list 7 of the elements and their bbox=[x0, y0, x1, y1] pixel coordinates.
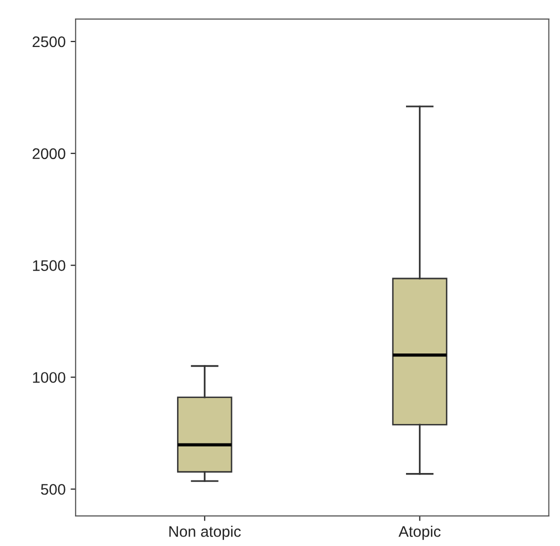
x-tick-label: Atopic bbox=[398, 526, 441, 540]
y-tick-label: 500 bbox=[41, 484, 66, 495]
y-tick-label: 1500 bbox=[33, 260, 66, 271]
x-tick-label: Non atopic bbox=[169, 526, 241, 540]
y-tick-label: 1000 bbox=[33, 372, 66, 383]
y-tick-label: 2500 bbox=[32, 36, 66, 48]
y-tick-label: 2000 bbox=[32, 148, 66, 160]
